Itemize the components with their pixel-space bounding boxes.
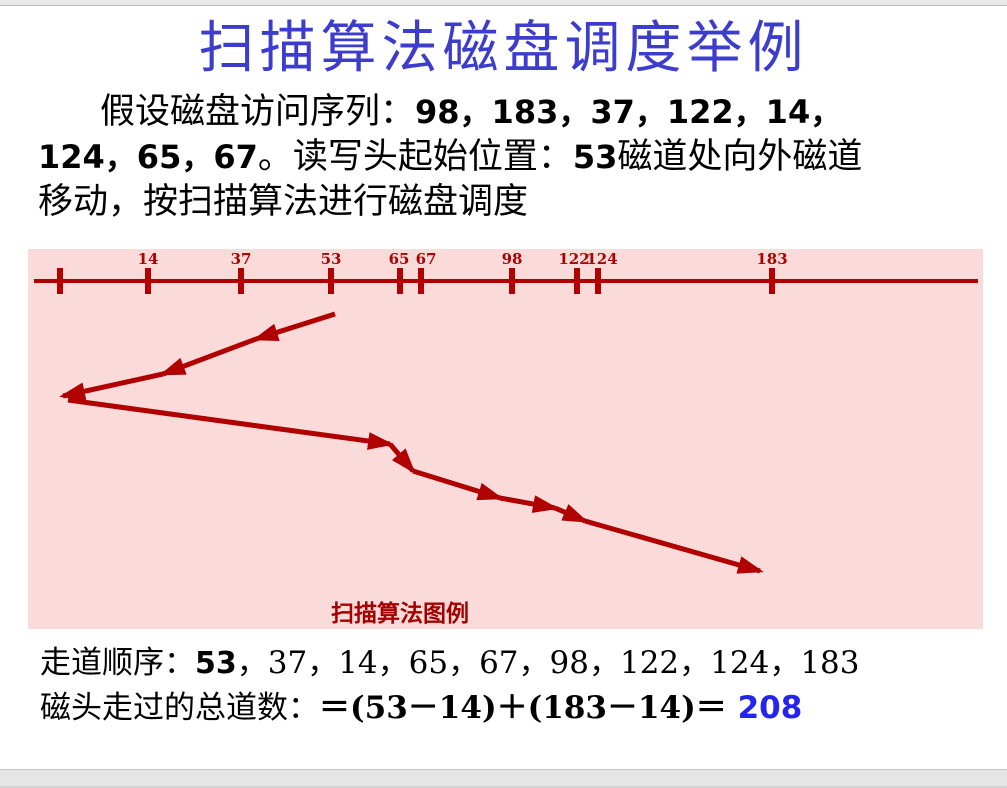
- problem-line-3: 移动，按扫描算法进行磁盘调度: [38, 180, 981, 225]
- problem-text: 磁道处向外磁道: [617, 137, 863, 177]
- result-summary: 走道顺序：53，37，14，65，67，98，122，124，183 磁头走过的…: [40, 641, 1007, 731]
- total-tracks-line: 磁头走过的总道数：＝(53－14)＋(183－14)＝ 208: [40, 686, 1007, 731]
- track-label: 67: [416, 250, 437, 268]
- head-move-segment: [252, 311, 336, 342]
- track-label: 122: [558, 250, 589, 268]
- diagram-caption: 扫描算法图例: [331, 600, 469, 627]
- seek-order-line: 走道顺序：53，37，14，65，67，98，122，124，183: [40, 641, 1007, 686]
- total-tracks-result: 208: [737, 690, 803, 726]
- head-move-segment: [499, 495, 559, 513]
- track-labels: 14 37 53 65 67 98 122 124 183: [138, 250, 788, 268]
- head-move-segment: [67, 397, 394, 450]
- access-sequence-numbers: 98，183，37，122，14，: [415, 93, 843, 131]
- head-move-segment: [59, 371, 164, 401]
- problem-line-1: 假设磁盘访问序列：98，183，37，122，14，: [38, 90, 981, 135]
- head-move-segment: [554, 503, 589, 524]
- seek-order-sequence: ，37，14，65，67，98，122，124，183: [236, 645, 860, 681]
- seek-order-label: 走道顺序：: [40, 645, 195, 681]
- problem-text: 移动，按扫描算法进行磁盘调度: [38, 182, 529, 222]
- problem-text: 。读写头起始位置：: [257, 137, 573, 177]
- head-path-inward: [67, 397, 764, 574]
- total-tracks-label: 磁头走过的总道数：: [40, 690, 319, 726]
- problem-line-2: 124，65，67。读写头起始位置：53磁道处向外磁道: [38, 135, 981, 180]
- scan-diagram-canvas: 14 37 53 65 67 98 122 124 183: [34, 250, 978, 627]
- head-move-segment: [584, 518, 764, 574]
- start-track-number: 53: [572, 138, 618, 176]
- track-label: 53: [321, 250, 342, 268]
- track-label: 37: [231, 250, 252, 268]
- track-label: 124: [586, 250, 617, 268]
- head-move-segment: [159, 336, 257, 377]
- seek-order-start: 53: [195, 646, 237, 681]
- problem-text: 假设磁盘访问序列：: [100, 92, 416, 132]
- track-label: 14: [138, 250, 159, 268]
- window-bottom-bar: [0, 769, 1007, 788]
- head-path-outward: [59, 311, 336, 401]
- track-ticks: [57, 268, 775, 294]
- total-tracks-formula: ＝(53－14)＋(183－14)＝: [319, 690, 738, 726]
- access-sequence-numbers: 124，65，67: [38, 138, 258, 176]
- window-top-strip: [0, 0, 1007, 6]
- track-label: 98: [502, 250, 523, 268]
- scan-diagram: 14 37 53 65 67 98 122 124 183: [28, 249, 983, 629]
- track-label: 183: [756, 250, 787, 268]
- slide-title: 扫描算法磁盘调度举例: [198, 16, 809, 81]
- head-move-segment: [388, 442, 416, 475]
- problem-statement: 假设磁盘访问序列：98，183，37，122，14， 124，65，67。读写头…: [38, 90, 981, 225]
- track-label: 65: [389, 250, 410, 268]
- head-move-segment: [412, 468, 504, 501]
